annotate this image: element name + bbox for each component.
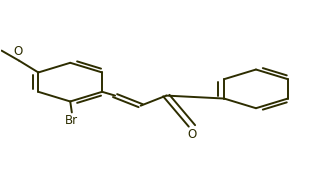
Text: O: O (13, 45, 22, 58)
Text: Br: Br (65, 114, 78, 127)
Text: O: O (187, 128, 197, 141)
